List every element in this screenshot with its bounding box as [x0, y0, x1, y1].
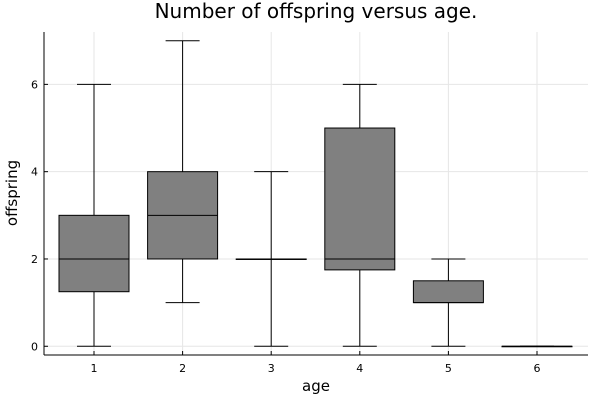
box-body [58, 214, 130, 293]
x-tick-label: 2 [179, 362, 186, 375]
y-tick-label: 6 [31, 78, 38, 91]
axes [43, 32, 588, 356]
box-6 [501, 345, 573, 348]
y-tick-label: 4 [31, 166, 38, 179]
grid-lines [44, 32, 588, 355]
x-tick-label: 3 [268, 362, 275, 375]
y-axis-label: offspring [3, 160, 21, 226]
x-tick-label: 4 [356, 362, 363, 375]
x-ticks: 1 2 3 4 5 6 [91, 351, 541, 375]
box-4 [324, 83, 396, 347]
x-tick-label: 5 [445, 362, 452, 375]
box-5 [412, 258, 484, 347]
box-body [412, 280, 484, 304]
chart-title: Number of offspring versus age. [155, 0, 478, 23]
x-tick-label: 1 [91, 362, 98, 375]
box-1 [58, 83, 130, 347]
box-3 [235, 171, 307, 347]
box-series [58, 40, 573, 348]
y-tick-label: 2 [31, 253, 38, 266]
box-2 [147, 40, 219, 304]
x-tick-label: 6 [534, 362, 541, 375]
y-ticks: 0 2 4 6 [31, 78, 48, 353]
y-tick-label: 0 [31, 340, 38, 353]
box-body [324, 127, 396, 271]
x-axis-label: age [302, 377, 330, 395]
